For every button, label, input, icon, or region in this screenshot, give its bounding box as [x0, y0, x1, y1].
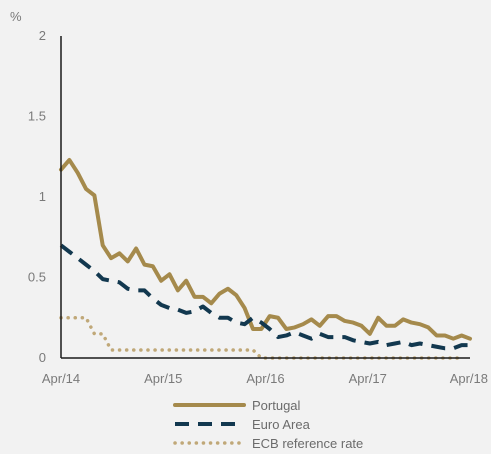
y-tick-label: 0	[39, 350, 46, 365]
x-axis-ticks: Apr/14 Apr/15 Apr/16 Apr/17 Apr/18	[42, 371, 488, 386]
x-tick-label: Apr/17	[349, 371, 387, 386]
y-axis-label: %	[10, 9, 22, 24]
y-tick-label: 2	[39, 28, 46, 43]
x-tick-label: Apr/16	[246, 371, 284, 386]
y-tick-label: 1.5	[28, 109, 46, 124]
x-tick-label: Apr/14	[42, 371, 80, 386]
series-line-euro-area	[59, 243, 470, 351]
plot-area	[59, 157, 472, 360]
series-line-portugal	[59, 157, 472, 341]
legend: Portugal Euro Area ECB reference rate	[173, 398, 363, 451]
legend-label: ECB reference rate	[252, 436, 363, 451]
x-tick-label: Apr/15	[144, 371, 182, 386]
legend-label: Euro Area	[252, 417, 311, 432]
y-axis-ticks: 0 0.5 1 1.5 2	[28, 28, 46, 365]
legend-label: Portugal	[252, 398, 301, 413]
y-tick-label: 0.5	[28, 270, 46, 285]
y-tick-label: 1	[39, 189, 46, 204]
x-tick-label: Apr/18	[450, 371, 488, 386]
